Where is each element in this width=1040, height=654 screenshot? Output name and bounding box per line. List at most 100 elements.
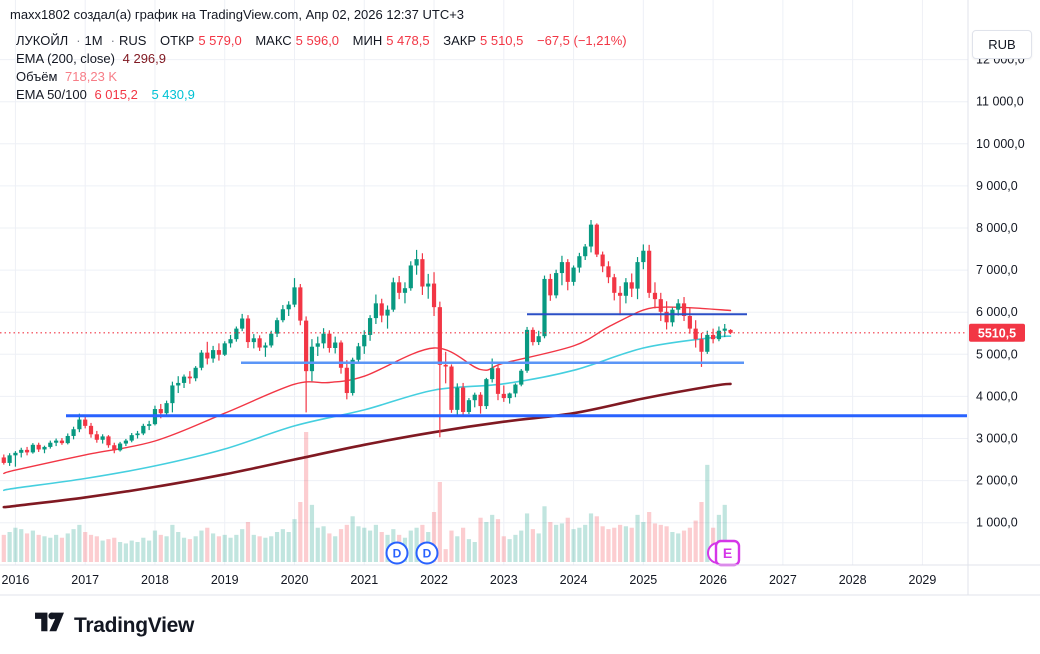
chart-attribution: maxx1802 создал(а) график на TradingView… [10,7,465,22]
volume-bar [100,540,105,562]
candle-body [507,393,512,399]
candle-body [193,367,198,379]
candle-body [699,339,704,352]
volume-bar [594,516,599,562]
candle-body [350,359,355,394]
volume-bar [461,527,466,562]
time-axis[interactable]: 2016 2017 2018 2019 2020 2021 2022 2023 2024 2025… [2,573,937,587]
candle-body [1,457,6,463]
candle-body [123,440,128,444]
tradingview-branding[interactable]: TradingView [34,610,194,641]
candle-body [187,376,192,379]
price-axis[interactable] [968,0,1040,595]
ema100-value: 5 430,9 [151,87,195,102]
dividend-marker[interactable]: D [385,541,409,565]
candle-body [158,409,163,414]
volume-bar [240,529,245,562]
volume-bar [612,527,617,562]
low-label: МИН [352,33,383,48]
volume-bar [13,527,18,562]
ema50-value: 6 015,2 [94,87,138,102]
candle-body [333,342,338,348]
volume-series [1,432,733,562]
year-label: 2020 [281,573,309,587]
volume-bar [676,533,681,562]
volume-bar [408,530,413,562]
tradingview-logo-icon [34,610,65,641]
volume-bar [205,527,210,562]
candle-body [431,283,437,308]
candle-body [94,434,99,440]
candle-body [408,265,413,289]
close-label: ЗАКР [443,33,476,48]
year-label: 2024 [560,573,588,587]
volume-bar [641,522,646,562]
candle-body [402,288,408,293]
volume-bar [466,539,472,562]
candle-body [722,328,727,331]
dividend-marker[interactable]: D [415,541,439,565]
ema50-line[interactable] [3,306,732,475]
candlestick-series[interactable] [1,220,733,467]
candle-body [309,346,315,372]
ema200-line[interactable] [2,382,732,509]
volume-bar [228,537,233,562]
candle-body [554,273,559,296]
volume-bar [600,526,605,562]
high-value: 5 596,0 [295,33,340,48]
candle-body [321,333,326,344]
ema50-100-label: EMA 50/100 [16,87,87,102]
legend-volume-row[interactable]: Объём 718,23 K [16,68,637,86]
volume-bar [449,530,454,562]
candle-body [274,320,280,334]
candle-body [147,424,152,426]
volume-bar [431,512,437,562]
volume-bar [635,514,640,562]
ema100-line[interactable] [3,335,732,492]
candle-body [257,338,262,348]
currency-toggle-button[interactable]: RUB [972,30,1032,59]
volume-bar [327,533,332,562]
price-tick-label: 5 000,0 [976,347,1018,361]
legend-ema200-row[interactable]: EMA (200, close) 4 296,9 [16,50,637,68]
volume-bar [88,534,94,562]
volume-bar [379,532,384,562]
candle-body [705,334,710,352]
volume-value: 718,23 K [65,69,118,84]
volume-bar [623,526,628,562]
candle-body [617,292,623,296]
chart-legend[interactable]: ЛУКОЙЛ · 1M · RUS ОТКР 5 579,0 МАКС 5 596,0 МИ… [16,32,637,104]
candle-body [530,329,535,343]
volume-bar [193,536,198,562]
volume-bar [30,530,35,562]
candle-body [54,440,59,443]
price-tick-label: 8 000,0 [976,221,1018,235]
candle-body [379,303,384,316]
volume-bar [350,516,355,562]
legend-ema50-100-row[interactable]: EMA 50/100 6 015,2 5 430,9 [16,86,637,104]
dividend-earnings-marker[interactable]: ÷E [707,539,741,567]
year-label: 2019 [211,573,239,587]
volume-bar [437,482,442,562]
volume-bar [699,502,704,562]
candle-body [304,320,309,372]
high-label: МАКС [255,33,292,48]
volume-bar [181,537,187,562]
candle-body [449,366,454,410]
candle-body [635,262,640,289]
volume-bar [7,532,12,562]
candle-body [234,328,239,340]
volume-bar [245,522,251,562]
candle-body [385,309,390,316]
candle-body [559,262,565,274]
volume-bar [187,539,192,562]
year-label: 2027 [769,573,797,587]
change-value: −67,5 (−1,21%) [537,33,627,48]
volume-bar [158,534,163,562]
legend-symbol-row[interactable]: ЛУКОЙЛ · 1M · RUS ОТКР 5 579,0 МАКС 5 596,0 МИ… [16,32,637,50]
volume-bar [443,549,448,562]
volume-bar [472,542,477,562]
candle-body [176,382,181,386]
symbol-exchange: RUS [118,33,147,48]
